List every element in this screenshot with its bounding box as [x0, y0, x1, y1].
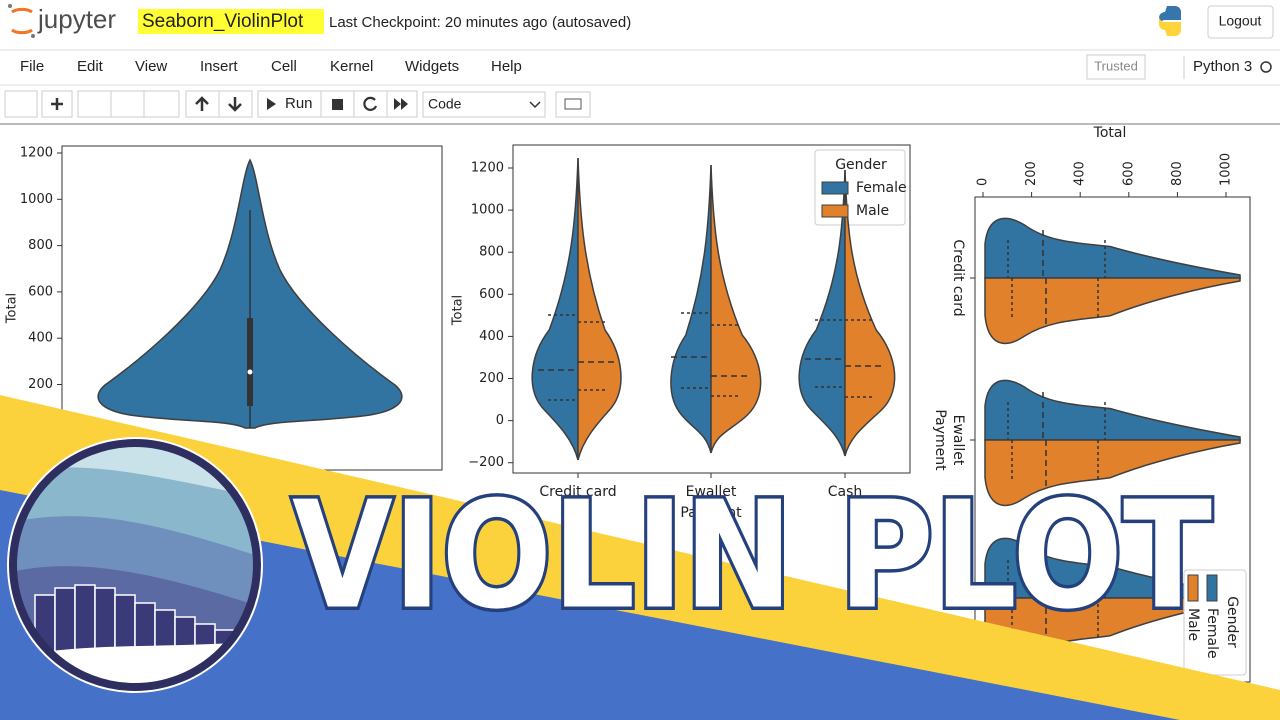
plot-3: Total Payment 0 200 400 600 800 1000 Credit ca…	[932, 125, 1251, 683]
y-axis-label: Total	[451, 295, 466, 326]
menu-item[interactable]: Insert	[200, 58, 238, 75]
y-tick-label: 800	[479, 245, 504, 260]
y-tick-label: Credit card	[950, 239, 966, 316]
y-tick-label: 400	[28, 331, 53, 346]
menu-item[interactable]: Widgets	[405, 58, 459, 75]
menu-item[interactable]: Help	[491, 58, 522, 75]
copy-button[interactable]	[110, 90, 145, 118]
logo-text: jupyter	[37, 4, 116, 34]
legend-swatch	[1187, 574, 1199, 602]
x-tick-label: 200	[1024, 161, 1039, 186]
y-axis-label: Payment	[932, 409, 948, 471]
trusted[interactable]: Trusted	[1094, 58, 1138, 73]
violin-half	[798, 169, 846, 457]
checkpoint: Last Checkpoint: 20 minutes ago	[329, 14, 547, 31]
y-tick-label: 400	[479, 329, 504, 344]
logout-label[interactable]: Logout	[1219, 13, 1262, 29]
plot-2: Total Payment Gender 1200 1000 800 600 400 20…	[451, 144, 911, 521]
menu-item[interactable]: Kernel	[330, 58, 373, 75]
x-tick-label: 600	[1121, 161, 1136, 186]
cell-type-select[interactable]	[422, 91, 546, 118]
legend-title: Gender	[1224, 596, 1240, 648]
menu-item[interactable]: Edit	[77, 58, 104, 75]
y-tick-label: 1200	[20, 146, 53, 161]
kernel-name: Python 3	[1193, 58, 1252, 75]
x-tick-label: Credit card	[539, 484, 616, 500]
legend-label: Female	[856, 180, 907, 196]
logout-button[interactable]	[1207, 5, 1274, 39]
menu-item[interactable]: File	[20, 58, 44, 75]
y-tick-label: −200	[468, 455, 504, 470]
menu-item[interactable]: Cell	[271, 58, 297, 75]
violin-half	[531, 157, 579, 461]
seaborn-logo	[7, 437, 263, 693]
violin-half	[670, 164, 712, 454]
menu-item[interactable]: View	[135, 58, 167, 75]
y-tick-label: 600	[479, 287, 504, 302]
legend-label: Male	[1185, 608, 1201, 641]
x-tick-label: 400	[1073, 161, 1088, 186]
legend-swatch	[1206, 574, 1218, 602]
x-tick-label: Cash	[828, 484, 863, 500]
python-logo	[1159, 6, 1181, 36]
y-tick-label: 1000	[20, 192, 53, 207]
run-label[interactable]: Run	[285, 95, 313, 112]
x-tick-label: 0	[976, 178, 991, 186]
legend-title: Gender	[835, 157, 887, 173]
x-axis-label: Payment	[680, 505, 742, 521]
violin-half	[984, 439, 1241, 507]
x-tick-label: Ewallet	[686, 484, 737, 500]
trusted-box[interactable]	[1086, 54, 1146, 80]
violin-half	[577, 157, 622, 461]
violin-half	[710, 164, 762, 454]
legend-swatch	[821, 181, 849, 195]
kernel-status	[1260, 61, 1272, 73]
violin-half	[984, 217, 1241, 279]
violin-half	[984, 379, 1241, 441]
menu-bar: File Edit View Insert Cell Kernel Widgets Help	[20, 58, 522, 75]
y-tick-label: 200	[479, 371, 504, 386]
legend-label: Female	[1204, 608, 1220, 659]
legend	[1183, 569, 1247, 676]
cut-button[interactable]	[77, 90, 112, 118]
y-tick-label: 800	[28, 238, 53, 253]
violin-half	[844, 169, 896, 457]
x-tick-label: 800	[1170, 161, 1185, 186]
toolbar: Run Code	[4, 90, 591, 118]
logo: jupyter	[8, 4, 116, 38]
violin-half	[984, 277, 1241, 345]
y-tick-label: 1200	[471, 161, 504, 176]
restart-button[interactable]	[353, 90, 388, 118]
y-tick-label: 0	[496, 413, 504, 428]
autosave: (autosaved)	[552, 14, 631, 31]
move-up-button[interactable]	[185, 90, 220, 118]
notebook-name[interactable]: Seaborn_ViolinPlot	[142, 11, 304, 32]
banner-title: VIOLIN PLOT	[292, 470, 1212, 642]
y-tick-label: 600	[28, 284, 53, 299]
plot-1: Total 1200 1000 800 600 400 200	[5, 145, 443, 471]
save-button[interactable]	[4, 90, 38, 118]
x-tick-label: 1000	[1219, 153, 1234, 186]
x-axis-label: Total	[1093, 125, 1127, 141]
banner-blue	[0, 490, 1180, 720]
legend-swatch	[821, 204, 849, 218]
legend-label: Male	[856, 203, 889, 219]
paste-button[interactable]	[143, 90, 180, 118]
y-tick-label: Ewallet	[950, 415, 966, 466]
name-highlight	[138, 9, 324, 34]
y-tick-label: 1000	[471, 203, 504, 218]
keyboard-button[interactable]	[555, 91, 591, 118]
y-tick-label: 200	[28, 377, 53, 392]
y-axis-label: Total	[5, 293, 20, 324]
cell-type[interactable]: Code	[428, 96, 462, 112]
